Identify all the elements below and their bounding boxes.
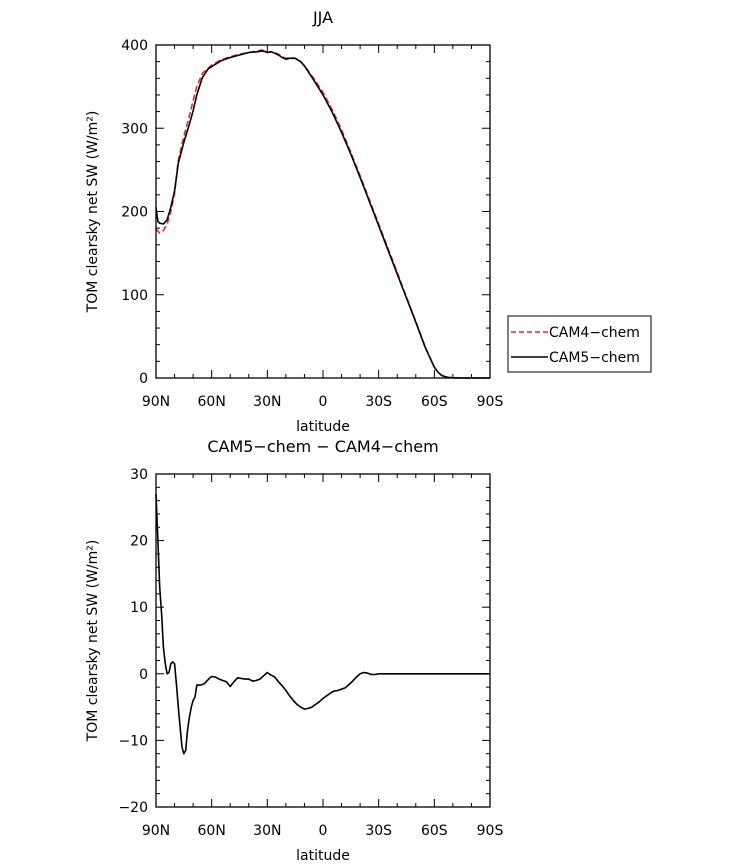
top-x-tick-label: 60S [421,394,448,410]
top-series-line-cam5-chem [155,49,490,379]
bottom-y-tick-label: 0 [139,667,148,683]
bottom-y-tick-label: 20 [130,534,148,550]
top-plot-lines [155,49,490,379]
bottom-chart-title: CAM5−chem − CAM4−chem [207,437,438,456]
bottom-x-axis-label: latitude [296,848,350,864]
top-y-tick-label: 100 [121,288,148,304]
bottom-y-tick-label: 30 [130,467,148,483]
bottom-y-tick-label: −10 [118,733,148,749]
legend-box [507,315,652,373]
bottom-y-axis-label: TOM clearsky net SW (W/m²) [85,540,101,743]
bottom-ticks [155,473,491,808]
bottom-x-tick-label: 30N [253,823,281,839]
bottom-x-tick-label: 90N [142,823,170,839]
top-panel: JJA 0 100 200 300 400 90N 60N 30N 0 30S 60S 90S lat… [85,8,503,435]
bottom-x-tick-label: 90S [477,823,504,839]
top-ticks [155,44,491,379]
top-tick-labels: 0 100 200 300 400 90N 60N 30N 0 30S 60S 90S [121,38,503,410]
legend-label-cam5-chem: CAM5−chem [549,350,640,366]
bottom-plot-lines [155,493,490,755]
top-x-tick-label: 30N [253,394,281,410]
bottom-y-tick-label: 10 [130,600,148,616]
top-x-axis-label: latitude [296,419,350,435]
bottom-tick-labels: −20 −10 0 10 20 30 90N 60N 30N 0 30S 60S 90S [118,467,503,839]
top-x-tick-label: 60N [198,394,226,410]
bottom-plot-frame [155,473,491,808]
bottom-x-tick-label: 0 [319,823,328,839]
top-series-line-cam4-chem [155,49,490,379]
bottom-x-tick-label: 60S [421,823,448,839]
bottom-y-tick-label: −20 [118,800,148,816]
top-chart-title: JJA [312,8,333,27]
legend-label-cam4-chem: CAM4−chem [549,325,640,341]
top-y-tick-label: 200 [121,205,148,221]
top-x-tick-label: 90S [477,394,504,410]
top-x-tick-label: 90N [142,394,170,410]
bottom-x-tick-label: 30S [365,823,392,839]
top-x-tick-label: 30S [365,394,392,410]
top-y-tick-label: 400 [121,38,148,54]
bottom-series-line-difference [155,493,490,755]
legend: CAM4−chem CAM5−chem [507,315,652,373]
bottom-panel: CAM5−chem − CAM4−chem −20 −10 0 10 20 30 90N 60… [85,437,503,864]
bottom-x-tick-label: 60N [198,823,226,839]
top-y-axis-label: TOM clearsky net SW (W/m²) [85,111,101,314]
top-y-tick-label: 0 [139,371,148,387]
top-y-tick-label: 300 [121,121,148,137]
top-x-tick-label: 0 [319,394,328,410]
